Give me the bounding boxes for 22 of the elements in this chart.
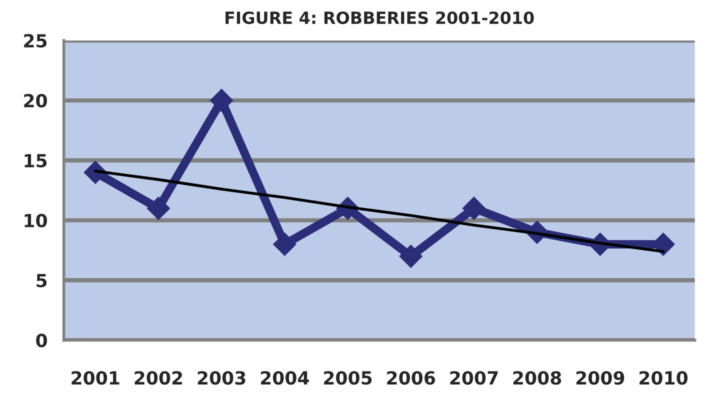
x-tick-label: 2002 (134, 371, 182, 385)
y-tick-label: 25 (24, 34, 47, 48)
y-tick-label: 20 (24, 94, 47, 108)
x-tick-label: 2008 (513, 371, 562, 385)
x-tick-label: 2001 (72, 371, 120, 385)
y-tick-label: 15 (24, 154, 47, 168)
chart-title: FIGURE 4: ROBBERIES 2001-2010 (226, 11, 534, 24)
x-tick-label: 2003 (198, 371, 246, 385)
x-tick-label: 2009 (576, 371, 624, 385)
x-tick-label: 2005 (324, 371, 372, 385)
point (210, 88, 234, 112)
x-tick-label: 2006 (387, 371, 436, 385)
x-tick-label: 2007 (450, 371, 498, 385)
y-tick-label: 5 (36, 274, 47, 288)
y-tick-label: 0 (36, 334, 47, 348)
point (273, 232, 296, 256)
y-tick-label: 10 (24, 214, 47, 228)
point (462, 196, 486, 220)
x-tick-label: 2004 (260, 371, 309, 385)
point (399, 244, 422, 268)
x-tick-label: 2010 (640, 371, 688, 385)
point (146, 196, 170, 220)
